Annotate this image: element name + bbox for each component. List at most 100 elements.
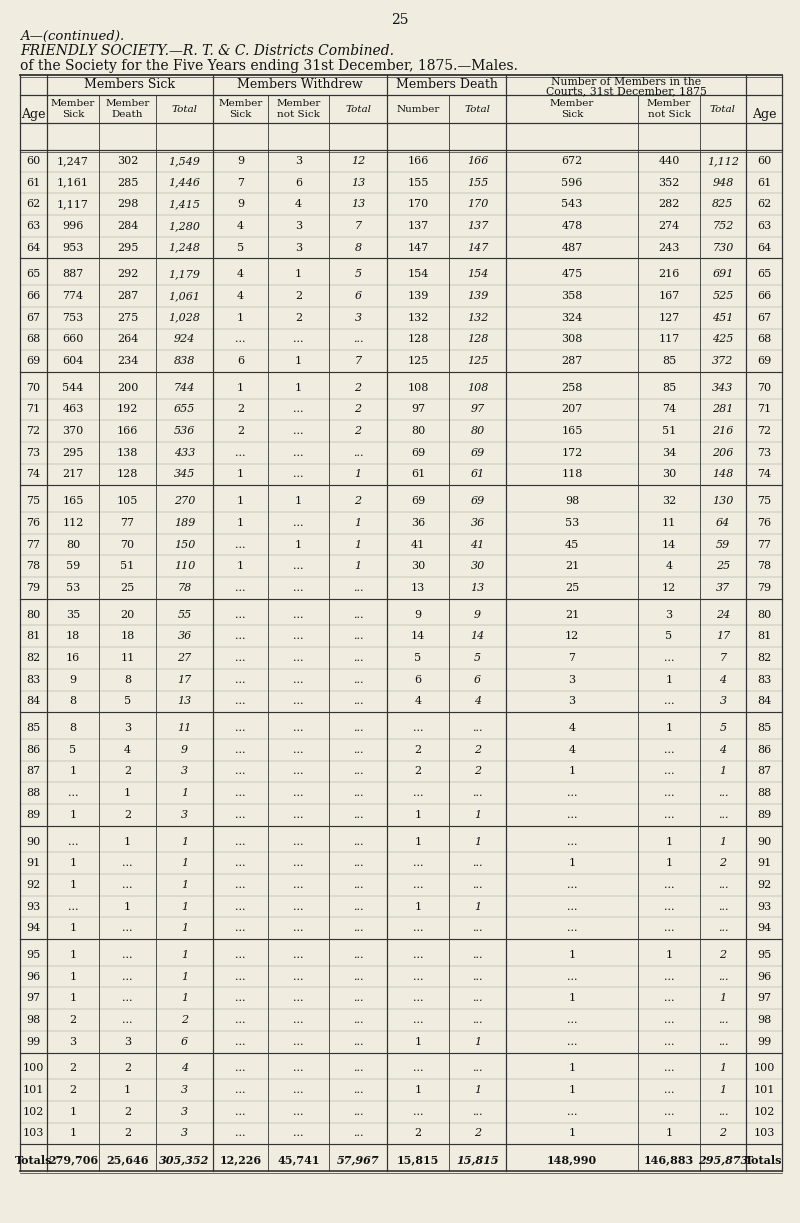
Text: 125: 125 — [407, 356, 429, 366]
Text: Member
Sick: Member Sick — [51, 99, 95, 119]
Text: 274: 274 — [658, 221, 680, 231]
Text: 98: 98 — [757, 1015, 771, 1025]
Text: 98: 98 — [565, 497, 579, 506]
Text: ...: ... — [122, 923, 133, 933]
Text: ...: ... — [353, 923, 363, 933]
Text: 8: 8 — [124, 675, 131, 685]
Text: 9: 9 — [414, 609, 422, 620]
Text: 14: 14 — [411, 631, 425, 641]
Text: 91: 91 — [757, 859, 771, 868]
Text: 370: 370 — [62, 426, 84, 437]
Text: ...: ... — [664, 971, 674, 982]
Text: 74: 74 — [26, 470, 41, 479]
Text: 97: 97 — [757, 993, 771, 1003]
Text: 3: 3 — [666, 609, 673, 620]
Text: 103: 103 — [23, 1129, 44, 1139]
Text: ...: ... — [413, 879, 423, 890]
Text: Age: Age — [752, 108, 776, 121]
Text: 32: 32 — [662, 497, 676, 506]
Text: 93: 93 — [26, 901, 41, 911]
Text: Member
not Sick: Member not Sick — [647, 99, 691, 119]
Text: 2: 2 — [414, 745, 422, 755]
Text: 1,549: 1,549 — [169, 155, 201, 166]
Text: 170: 170 — [467, 199, 488, 209]
Text: ...: ... — [413, 923, 423, 933]
Text: 69: 69 — [757, 356, 771, 366]
Text: 1: 1 — [237, 561, 244, 571]
Text: 11: 11 — [178, 723, 192, 733]
Text: 1: 1 — [569, 1064, 575, 1074]
Text: 6: 6 — [354, 291, 362, 301]
Text: 172: 172 — [562, 448, 582, 457]
Text: 16: 16 — [66, 653, 80, 663]
Text: 45: 45 — [565, 539, 579, 549]
Text: ...: ... — [718, 1015, 728, 1025]
Text: 82: 82 — [26, 653, 41, 663]
Text: ...: ... — [235, 1064, 246, 1074]
Text: ...: ... — [353, 901, 363, 911]
Text: ...: ... — [353, 723, 363, 733]
Text: Member
Sick: Member Sick — [218, 99, 262, 119]
Text: 4: 4 — [569, 723, 575, 733]
Text: 1: 1 — [70, 971, 77, 982]
Text: 2: 2 — [354, 405, 362, 415]
Text: ...: ... — [235, 448, 246, 457]
Text: ...: ... — [122, 971, 133, 982]
Text: 2: 2 — [354, 497, 362, 506]
Text: Member
not Sick: Member not Sick — [276, 99, 321, 119]
Text: ...: ... — [294, 653, 304, 663]
Text: 132: 132 — [407, 313, 429, 323]
Text: 59: 59 — [716, 539, 730, 549]
Text: 440: 440 — [658, 155, 680, 166]
Text: 60: 60 — [26, 155, 41, 166]
Text: 69: 69 — [411, 497, 425, 506]
Text: 744: 744 — [174, 383, 195, 393]
Text: ...: ... — [294, 971, 304, 982]
Text: 1,247: 1,247 — [57, 155, 89, 166]
Text: 1: 1 — [70, 1107, 77, 1117]
Text: ...: ... — [664, 1107, 674, 1117]
Text: 1: 1 — [354, 539, 362, 549]
Text: ...: ... — [413, 1015, 423, 1025]
Text: 21: 21 — [565, 609, 579, 620]
Text: 264: 264 — [117, 334, 138, 345]
Text: 97: 97 — [411, 405, 425, 415]
Text: 3: 3 — [295, 242, 302, 253]
Text: 102: 102 — [754, 1107, 774, 1117]
Text: 147: 147 — [407, 242, 429, 253]
Text: ...: ... — [353, 971, 363, 982]
Text: 1,028: 1,028 — [169, 313, 201, 323]
Text: 308: 308 — [562, 334, 582, 345]
Text: 30: 30 — [662, 470, 676, 479]
Text: ...: ... — [294, 879, 304, 890]
Text: 41: 41 — [411, 539, 425, 549]
Text: ...: ... — [235, 1015, 246, 1025]
Text: 1: 1 — [237, 497, 244, 506]
Text: 1: 1 — [354, 561, 362, 571]
Text: 345: 345 — [174, 470, 195, 479]
Text: 61: 61 — [411, 470, 425, 479]
Text: ...: ... — [68, 788, 78, 799]
Text: 433: 433 — [174, 448, 195, 457]
Text: ...: ... — [664, 653, 674, 663]
Text: Members Sick: Members Sick — [85, 78, 175, 92]
Text: 372: 372 — [712, 356, 734, 366]
Text: 2: 2 — [354, 426, 362, 437]
Text: 12: 12 — [351, 155, 365, 166]
Text: 1: 1 — [181, 879, 188, 890]
Text: 95: 95 — [757, 950, 771, 960]
Text: 18: 18 — [66, 631, 80, 641]
Text: 258: 258 — [562, 383, 582, 393]
Text: 1: 1 — [666, 723, 673, 733]
Text: 96: 96 — [26, 971, 41, 982]
Text: 9: 9 — [474, 609, 481, 620]
Text: 1: 1 — [569, 767, 575, 777]
Text: 216: 216 — [658, 269, 680, 279]
Text: 752: 752 — [712, 221, 734, 231]
Text: 604: 604 — [62, 356, 84, 366]
Text: 1: 1 — [70, 810, 77, 819]
Text: 62: 62 — [757, 199, 771, 209]
Text: 70: 70 — [121, 539, 134, 549]
Text: 72: 72 — [26, 426, 41, 437]
Text: ...: ... — [235, 1037, 246, 1047]
